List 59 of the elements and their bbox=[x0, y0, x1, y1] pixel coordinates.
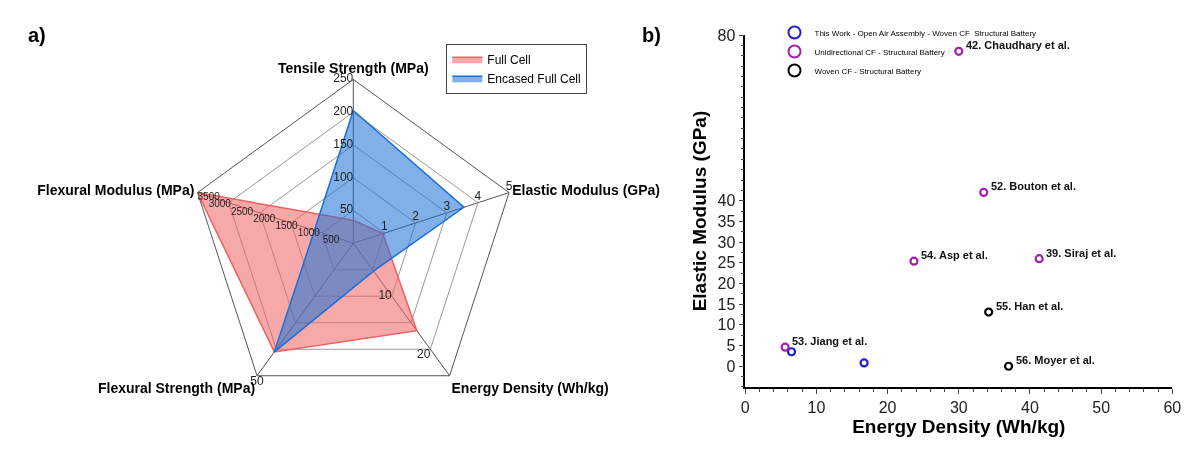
point bbox=[1034, 254, 1044, 264]
point bbox=[859, 358, 869, 368]
y-tick-label: 10 bbox=[717, 316, 736, 334]
text: 100 bbox=[333, 169, 354, 184]
text: 20 bbox=[416, 347, 431, 362]
y-tick-label: 20 bbox=[717, 275, 736, 293]
x-tick-label: 0 bbox=[740, 398, 750, 416]
y-tick-label: 80 bbox=[717, 26, 736, 44]
legend-label: Full Cell bbox=[487, 52, 531, 67]
y-axis-title: Elastic Modulus (GPa) bbox=[688, 110, 710, 312]
legend-label: Encased Full Cell bbox=[487, 71, 581, 86]
text: 1 bbox=[381, 219, 389, 234]
text: 2000 bbox=[253, 212, 276, 224]
text: 2500 bbox=[230, 205, 254, 217]
point bbox=[780, 342, 790, 352]
annotation: 52. Bouton et al. bbox=[991, 180, 1076, 192]
y-tick-label: 40 bbox=[717, 192, 736, 210]
spoke-label: Energy Density (Wh/kg) bbox=[451, 379, 609, 396]
annotation: 42. Chaudhary et al. bbox=[966, 39, 1070, 51]
text: 50 bbox=[339, 202, 354, 217]
y-tick-label: 15 bbox=[717, 295, 736, 313]
legend-label: This Work - Open Air Assembly - Woven CF Structural Battery bbox=[814, 28, 1037, 38]
y-tick-label: 5 bbox=[726, 337, 736, 355]
y-tick-label: 0 bbox=[726, 357, 736, 375]
point bbox=[909, 256, 919, 266]
x-tick-label: 60 bbox=[1163, 398, 1182, 416]
point bbox=[786, 347, 797, 357]
spoke-label: Elastic Modulus (GPa) bbox=[512, 182, 661, 199]
text: 3 bbox=[443, 198, 451, 213]
point bbox=[954, 46, 964, 56]
text: 5 bbox=[505, 178, 513, 193]
point bbox=[984, 307, 994, 317]
y-tick-label: 35 bbox=[717, 213, 736, 230]
x-tick-label: 20 bbox=[878, 398, 897, 416]
point bbox=[1004, 361, 1014, 371]
x-tick-label: 50 bbox=[1092, 398, 1111, 416]
x-tick-label: 10 bbox=[807, 398, 826, 416]
spoke-label: Flexural Modulus (MPa) bbox=[37, 182, 195, 199]
text: 200 bbox=[333, 104, 354, 119]
text: 1500 bbox=[275, 220, 299, 232]
y-tick-label: 30 bbox=[717, 233, 736, 251]
annotation: 54. Asp et al. bbox=[921, 249, 988, 261]
chart-title: a) bbox=[28, 24, 46, 46]
text: 500 bbox=[322, 234, 340, 246]
chart-title: b) bbox=[642, 24, 661, 46]
point bbox=[979, 187, 989, 198]
x-axis-title: Energy Density (Wh/kg) bbox=[852, 415, 1066, 437]
annotation: 39. Siraj et al. bbox=[1046, 247, 1117, 259]
y-tick-label: 25 bbox=[717, 254, 736, 272]
text: 2 bbox=[412, 208, 420, 223]
legend-label: Unidirectional CF - Structural Battery bbox=[814, 47, 945, 57]
text: 4 bbox=[474, 188, 482, 203]
text: 10 bbox=[378, 288, 393, 303]
x-tick-label: 30 bbox=[949, 398, 968, 416]
x-tick-label: 40 bbox=[1021, 398, 1039, 416]
annotation: 55. Han et al. bbox=[996, 300, 1064, 312]
legend-label: Woven CF - Structural Battery bbox=[814, 66, 922, 76]
annotation: 53. Jiang et al. bbox=[792, 335, 868, 347]
annotation: 56. Moyer et al. bbox=[1016, 354, 1095, 366]
